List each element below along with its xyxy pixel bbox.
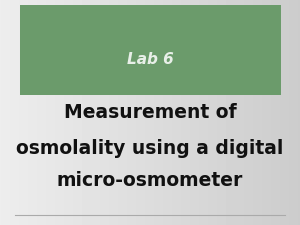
Text: Lab 6: Lab 6 [127, 52, 173, 67]
Text: micro-osmometer: micro-osmometer [57, 171, 243, 189]
Text: Measurement of: Measurement of [64, 103, 236, 122]
Text: osmolality using a digital: osmolality using a digital [16, 139, 284, 158]
FancyBboxPatch shape [20, 4, 281, 94]
